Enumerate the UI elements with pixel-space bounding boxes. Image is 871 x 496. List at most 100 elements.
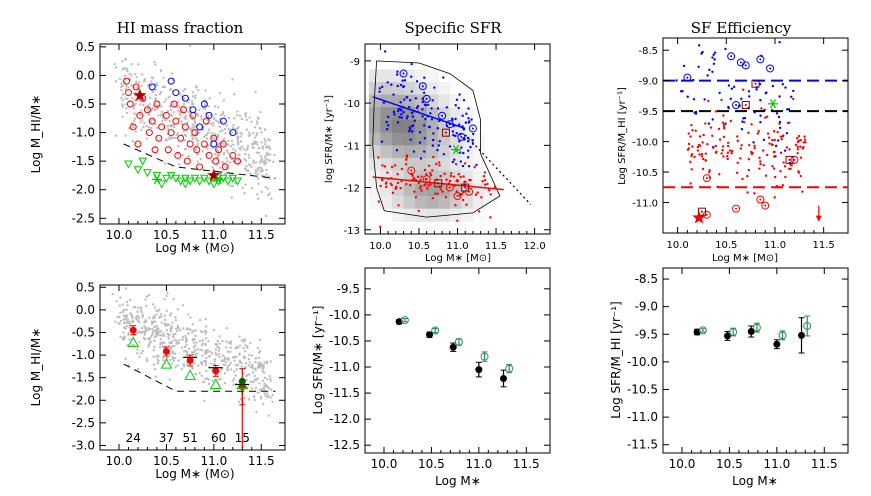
data-dot	[172, 103, 175, 106]
data-dot	[122, 308, 126, 312]
data-dot	[222, 153, 226, 156]
data-dot	[215, 148, 219, 152]
data-dot	[161, 356, 165, 359]
y-axis-label: Log M_HI/M∗	[29, 328, 43, 407]
data-dot	[238, 335, 241, 338]
data-dot	[777, 115, 781, 119]
data-point	[215, 146, 223, 154]
data-dot	[233, 359, 236, 362]
data-dot	[174, 319, 177, 322]
data-dot	[247, 153, 250, 157]
data-dot	[176, 364, 179, 367]
data-dot	[128, 298, 132, 302]
data-dot	[453, 184, 456, 187]
y-tick-label: -1.5	[72, 154, 95, 168]
data-dot	[701, 167, 705, 171]
data-dot	[708, 170, 711, 174]
data-dot	[452, 175, 456, 178]
y-tick-label: -10.0	[627, 355, 658, 369]
data-dot	[712, 146, 715, 149]
data-dot	[269, 396, 272, 399]
data-dot	[183, 345, 187, 349]
density-cell	[461, 196, 474, 210]
data-dot	[219, 172, 223, 175]
data-dot	[170, 325, 173, 328]
y-axis-label: log SFR/M∗ [yr⁻¹]	[324, 95, 335, 183]
data-dot	[690, 152, 694, 156]
data-dot	[230, 196, 234, 199]
data-dot	[714, 110, 718, 113]
data-dot	[387, 124, 390, 127]
data-dot	[180, 122, 184, 126]
data-dot	[227, 143, 230, 146]
data-dot	[143, 79, 146, 82]
data-dot	[728, 149, 732, 152]
data-dot	[191, 338, 195, 341]
data-dot	[135, 352, 139, 355]
data-dot	[781, 83, 785, 86]
data-dot	[220, 367, 223, 371]
data-dot	[788, 121, 791, 124]
data-dot	[234, 355, 237, 359]
y-tick-label: -10.0	[632, 138, 658, 149]
data-dot	[168, 378, 172, 381]
data-dot	[457, 173, 460, 176]
data-dot	[461, 164, 465, 168]
data-dot	[124, 87, 127, 91]
data-point	[407, 166, 416, 175]
data-dot	[263, 392, 266, 395]
x-tick-label: 11.5	[248, 228, 275, 242]
data-dot	[159, 313, 163, 316]
x-tick-label: 10.0	[106, 228, 133, 242]
data-dot	[467, 140, 470, 143]
data-dot	[229, 346, 232, 350]
data-dot	[125, 324, 128, 328]
data-dot	[227, 151, 230, 155]
data-point	[400, 316, 409, 325]
data-dot	[209, 350, 212, 353]
data-dot	[173, 339, 176, 342]
data-dot	[778, 126, 782, 130]
data-dot	[259, 397, 263, 400]
data-dot	[799, 138, 803, 142]
data-point	[422, 175, 431, 184]
data-dot	[142, 103, 145, 107]
data-dot	[268, 153, 272, 156]
data-dot	[201, 330, 204, 334]
data-dot	[251, 146, 254, 149]
data-dot	[194, 344, 197, 347]
data-dot	[714, 144, 717, 148]
data-dot	[254, 357, 257, 360]
data-dot	[488, 189, 491, 192]
data-dot	[134, 316, 138, 319]
data-dot	[252, 131, 255, 135]
data-point	[692, 210, 706, 224]
data-dot	[256, 173, 260, 176]
data-dot	[248, 163, 251, 167]
data-point-center	[759, 58, 762, 61]
data-dot	[153, 60, 156, 64]
data-dot	[197, 88, 200, 92]
data-dot	[724, 122, 727, 125]
data-dot	[145, 124, 148, 128]
data-dot	[119, 311, 122, 315]
data-dot	[257, 146, 261, 150]
data-dot	[162, 76, 165, 80]
data-dot	[254, 91, 257, 94]
data-dot	[742, 117, 745, 120]
density-cell	[426, 82, 439, 96]
data-dot	[383, 50, 387, 53]
data-dot	[171, 344, 174, 348]
data-dot	[238, 352, 241, 355]
data-dot	[234, 374, 237, 377]
data-dot	[212, 328, 216, 332]
data-dot	[205, 337, 208, 340]
data-dot	[127, 86, 130, 89]
data-dot	[377, 200, 381, 203]
data-dot	[393, 164, 397, 167]
data-point	[422, 94, 431, 103]
data-point	[200, 140, 208, 148]
detection-limit-line	[123, 363, 276, 392]
data-dot	[455, 190, 459, 193]
